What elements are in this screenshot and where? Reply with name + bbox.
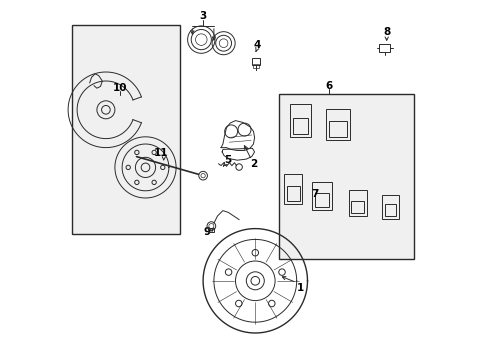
Bar bbox=[278, 94, 413, 259]
Text: 2: 2 bbox=[249, 159, 257, 169]
Bar bbox=[286, 186, 299, 201]
Bar bbox=[251, 58, 259, 65]
Bar bbox=[381, 195, 398, 219]
Text: 5: 5 bbox=[224, 155, 231, 165]
Bar bbox=[292, 118, 307, 134]
Bar bbox=[283, 174, 302, 204]
Bar bbox=[311, 182, 331, 210]
Bar bbox=[328, 121, 346, 136]
Bar bbox=[208, 228, 214, 232]
Bar bbox=[314, 193, 328, 207]
Circle shape bbox=[199, 171, 207, 180]
Text: 7: 7 bbox=[310, 189, 318, 199]
Bar bbox=[289, 104, 310, 137]
Bar bbox=[351, 201, 364, 213]
Text: 9: 9 bbox=[203, 227, 210, 237]
Bar bbox=[252, 64, 258, 68]
Bar bbox=[72, 25, 179, 234]
Text: 4: 4 bbox=[253, 40, 260, 50]
Text: 3: 3 bbox=[199, 11, 206, 21]
Text: 10: 10 bbox=[113, 83, 127, 93]
Text: 8: 8 bbox=[382, 27, 389, 37]
Text: 1: 1 bbox=[296, 283, 304, 293]
Text: 11: 11 bbox=[153, 148, 168, 158]
Bar bbox=[384, 204, 395, 216]
Bar bbox=[325, 109, 349, 140]
Text: 6: 6 bbox=[325, 81, 332, 91]
Bar bbox=[379, 44, 389, 52]
Bar bbox=[348, 190, 366, 216]
